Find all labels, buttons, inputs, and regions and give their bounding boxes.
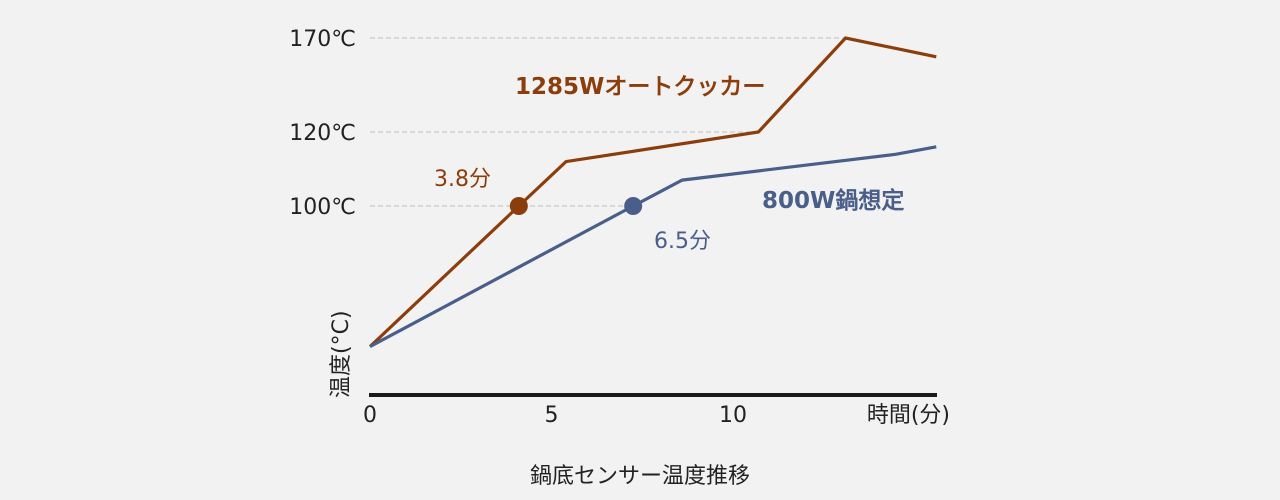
series-marker-0 (509, 197, 528, 215)
grid-lines (370, 37, 845, 207)
marker-label-800w: 6.5分 (654, 229, 711, 254)
series-line-1 (369, 145, 937, 349)
y-tick-label: 120℃ (289, 121, 356, 146)
series-line-0 (368, 36, 937, 348)
x-tick-label: 10 (719, 403, 747, 428)
series-marker-1 (624, 197, 643, 215)
series-label-1285w: 1285Wオートクッカー (515, 74, 765, 100)
series-group (368, 36, 937, 349)
y-tick-label: 170℃ (289, 27, 356, 52)
x-tick-label: 5 (545, 403, 559, 428)
chart-title: 鍋底センサー温度推移 (530, 464, 750, 489)
x-axis-label: 時間(分) (867, 403, 950, 428)
series-label-800w: 800W鍋想定 (762, 187, 904, 214)
x-tick-label: 0 (363, 403, 377, 428)
x-tick-labels: 0 5 10 (363, 403, 747, 428)
marker-label-1285w: 3.8分 (434, 167, 491, 192)
y-tick-label: 100℃ (289, 195, 356, 220)
y-axis-label: 温度(°C) (329, 310, 354, 398)
y-tick-labels: 100℃ 120℃ 170℃ (289, 27, 356, 220)
